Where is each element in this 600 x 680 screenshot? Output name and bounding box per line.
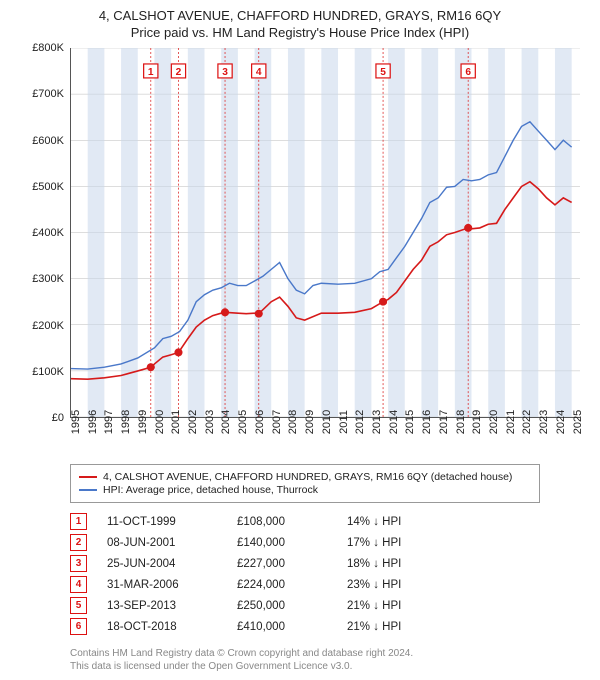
table-row: 2 08-JUN-2001 £140,000 17% ↓ HPI — [70, 534, 580, 551]
x-tick-label: 2018 — [455, 410, 467, 434]
sale-number-box: 4 — [70, 576, 87, 593]
svg-text:1: 1 — [148, 67, 154, 78]
sale-hpi-delta: 18% ↓ HPI — [347, 558, 437, 570]
x-tick-label: 1997 — [103, 410, 115, 434]
sale-price: £224,000 — [237, 579, 327, 591]
y-tick-label: £100K — [32, 366, 64, 378]
y-tick-label: £400K — [32, 227, 64, 239]
x-tick-label: 2015 — [404, 410, 416, 434]
x-tick-label: 2009 — [304, 410, 316, 434]
x-tick-label: 2007 — [271, 410, 283, 434]
x-tick-label: 1998 — [120, 410, 132, 434]
svg-text:6: 6 — [465, 67, 471, 78]
footer-line: Contains HM Land Registry data © Crown c… — [70, 647, 580, 660]
y-tick-label: £600K — [32, 135, 64, 147]
x-tick-label: 2013 — [371, 410, 383, 434]
x-tick-label: 2016 — [421, 410, 433, 434]
sales-table: 1 11-OCT-1999 £108,000 14% ↓ HPI 2 08-JUN-200… — [70, 513, 580, 635]
sale-date: 13-SEP-2013 — [107, 600, 217, 612]
legend-swatch — [79, 476, 97, 478]
sale-price: £410,000 — [237, 621, 327, 633]
sale-number-box: 1 — [70, 513, 87, 530]
sale-date: 25-JUN-2004 — [107, 558, 217, 570]
x-tick-label: 2008 — [287, 410, 299, 434]
sale-hpi-delta: 23% ↓ HPI — [347, 579, 437, 591]
y-tick-label: £300K — [32, 273, 64, 285]
plot-area: 1 2 3 4 5 6 — [70, 48, 580, 418]
sale-hpi-delta: 17% ↓ HPI — [347, 537, 437, 549]
table-row: 3 25-JUN-2004 £227,000 18% ↓ HPI — [70, 555, 580, 572]
legend-item: HPI: Average price, detached house, Thur… — [79, 484, 531, 496]
sale-number-box: 2 — [70, 534, 87, 551]
sale-price: £108,000 — [237, 516, 327, 528]
x-tick-label: 2000 — [154, 410, 166, 434]
x-tick-label: 2025 — [572, 410, 584, 434]
table-row: 4 31-MAR-2006 £224,000 23% ↓ HPI — [70, 576, 580, 593]
y-tick-label: £800K — [32, 42, 64, 54]
sale-number-box: 6 — [70, 618, 87, 635]
legend: 4, CALSHOT AVENUE, CHAFFORD HUNDRED, GRA… — [70, 464, 540, 503]
footer: Contains HM Land Registry data © Crown c… — [70, 647, 580, 673]
price-chart: £0£100K£200K£300K£400K£500K£600K£700K£80… — [20, 48, 580, 418]
title-line-2: Price paid vs. HM Land Registry's House … — [20, 25, 580, 40]
table-row: 6 18-OCT-2018 £410,000 21% ↓ HPI — [70, 618, 580, 635]
sale-date: 18-OCT-2018 — [107, 621, 217, 633]
svg-text:5: 5 — [380, 67, 386, 78]
x-tick-label: 2024 — [555, 410, 567, 434]
svg-text:4: 4 — [256, 67, 262, 78]
x-tick-label: 2012 — [354, 410, 366, 434]
x-tick-label: 2021 — [505, 410, 517, 434]
table-row: 1 11-OCT-1999 £108,000 14% ↓ HPI — [70, 513, 580, 530]
svg-text:3: 3 — [222, 67, 228, 78]
sale-hpi-delta: 14% ↓ HPI — [347, 516, 437, 528]
sale-hpi-delta: 21% ↓ HPI — [347, 600, 437, 612]
y-tick-label: £500K — [32, 181, 64, 193]
sale-date: 11-OCT-1999 — [107, 516, 217, 528]
sale-date: 08-JUN-2001 — [107, 537, 217, 549]
legend-label: HPI: Average price, detached house, Thur… — [103, 484, 318, 496]
sale-price: £140,000 — [237, 537, 327, 549]
x-tick-label: 2011 — [338, 410, 350, 434]
x-tick-label: 2004 — [220, 410, 232, 434]
y-tick-label: £0 — [52, 412, 64, 424]
x-tick-label: 2019 — [471, 410, 483, 434]
x-tick-label: 2022 — [521, 410, 533, 434]
legend-item: 4, CALSHOT AVENUE, CHAFFORD HUNDRED, GRA… — [79, 471, 531, 483]
x-tick-label: 2023 — [538, 410, 550, 434]
x-tick-label: 2010 — [321, 410, 333, 434]
x-tick-label: 2006 — [254, 410, 266, 434]
footer-line: This data is licensed under the Open Gov… — [70, 660, 580, 673]
x-tick-label: 2017 — [438, 410, 450, 434]
legend-swatch — [79, 489, 97, 491]
y-tick-label: £700K — [32, 88, 64, 100]
x-tick-label: 2001 — [170, 410, 182, 434]
sale-number-box: 3 — [70, 555, 87, 572]
x-tick-label: 2002 — [187, 410, 199, 434]
title-line-1: 4, CALSHOT AVENUE, CHAFFORD HUNDRED, GRA… — [20, 8, 580, 23]
table-row: 5 13-SEP-2013 £250,000 21% ↓ HPI — [70, 597, 580, 614]
sale-hpi-delta: 21% ↓ HPI — [347, 621, 437, 633]
x-tick-label: 2005 — [237, 410, 249, 434]
x-tick-label: 1999 — [137, 410, 149, 434]
x-tick-label: 2003 — [204, 410, 216, 434]
sale-number-box: 5 — [70, 597, 87, 614]
sale-price: £227,000 — [237, 558, 327, 570]
x-tick-label: 1996 — [87, 410, 99, 434]
legend-label: 4, CALSHOT AVENUE, CHAFFORD HUNDRED, GRA… — [103, 471, 512, 483]
x-axis: 1995199619971998199920002001200220032004… — [70, 418, 580, 458]
x-tick-label: 2020 — [488, 410, 500, 434]
y-axis: £0£100K£200K£300K£400K£500K£600K£700K£80… — [20, 48, 70, 418]
sale-price: £250,000 — [237, 600, 327, 612]
y-tick-label: £200K — [32, 320, 64, 332]
x-tick-label: 1995 — [70, 410, 82, 434]
svg-text:2: 2 — [176, 67, 182, 78]
sale-date: 31-MAR-2006 — [107, 579, 217, 591]
x-tick-label: 2014 — [388, 410, 400, 434]
